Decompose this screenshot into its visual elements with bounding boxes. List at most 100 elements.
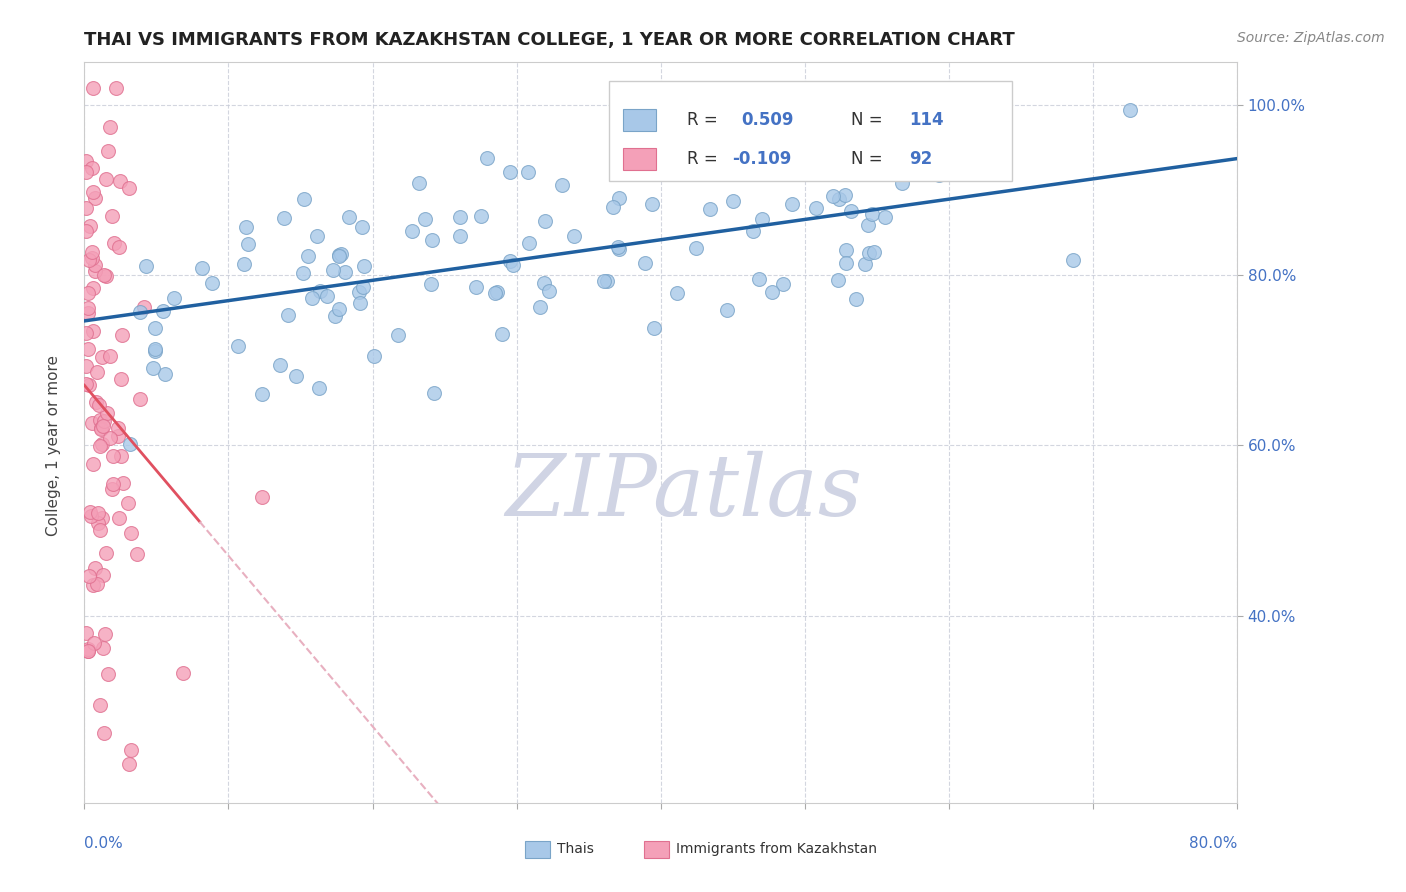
Point [387, 328, 409, 343]
Point [770, 152, 793, 166]
Point [413, 211, 436, 226]
Point [835, 243, 858, 257]
Point [517, 165, 540, 179]
Point [103, 235, 125, 250]
Point [828, 192, 851, 206]
Point [845, 293, 868, 307]
Point [551, 178, 574, 192]
Point [98, 120, 121, 134]
Point [308, 284, 330, 298]
Point [98, 350, 121, 364]
Point [721, 194, 744, 209]
Point [685, 241, 707, 255]
Point [839, 122, 862, 136]
Point [337, 210, 360, 224]
Point [323, 309, 346, 323]
Point [408, 176, 430, 190]
Point [75, 376, 97, 391]
Point [353, 260, 375, 274]
Point [112, 475, 135, 490]
Point [120, 743, 142, 757]
Point [134, 301, 156, 315]
Point [716, 303, 738, 318]
Point [80, 161, 103, 176]
Point [108, 174, 131, 188]
Point [593, 274, 616, 288]
Point [250, 387, 273, 401]
Point [804, 201, 827, 215]
Point [363, 349, 385, 363]
Point [142, 361, 165, 376]
Point [128, 392, 150, 406]
Point [328, 249, 350, 263]
Point [93, 726, 115, 740]
Point [82, 252, 104, 266]
Point [77, 378, 100, 392]
Point [322, 263, 344, 277]
Point [89, 698, 111, 712]
Point [780, 197, 803, 211]
Point [328, 301, 350, 316]
Text: THAI VS IMMIGRANTS FROM KAZAKHSTAN COLLEGE, 1 YEAR OR MORE CORRELATION CHART: THAI VS IMMIGRANTS FROM KAZAKHSTAN COLLE… [84, 31, 1015, 49]
Point [1062, 253, 1084, 268]
Point [82, 81, 104, 95]
Point [201, 277, 224, 291]
Point [491, 327, 513, 342]
Text: ZIPatlas: ZIPatlas [505, 450, 862, 533]
Point [297, 249, 319, 263]
Point [292, 192, 315, 206]
Point [602, 200, 624, 214]
Point [284, 369, 307, 384]
Point [79, 219, 101, 233]
Point [475, 151, 498, 165]
Text: N =: N = [851, 112, 883, 129]
Point [110, 372, 132, 386]
Point [607, 239, 630, 253]
Point [87, 398, 110, 412]
Point [96, 546, 118, 560]
Point [75, 154, 97, 169]
Text: College, 1 year or more: College, 1 year or more [46, 356, 60, 536]
Point [75, 201, 97, 215]
Point [269, 358, 291, 372]
Point [661, 161, 683, 175]
Point [748, 271, 770, 285]
Point [90, 436, 112, 450]
Point [82, 281, 104, 295]
Point [84, 191, 107, 205]
Point [83, 258, 105, 272]
Point [90, 421, 112, 435]
Point [91, 641, 114, 656]
Point [761, 285, 783, 300]
Point [107, 421, 129, 435]
Point [236, 237, 259, 252]
Point [595, 274, 617, 288]
FancyBboxPatch shape [644, 841, 669, 857]
Point [858, 246, 880, 260]
Point [273, 211, 295, 225]
Point [744, 143, 766, 157]
Point [143, 344, 166, 359]
Point [616, 132, 638, 146]
Text: 80.0%: 80.0% [1189, 836, 1237, 851]
Point [143, 342, 166, 356]
Point [104, 81, 127, 95]
Text: R =: R = [688, 150, 718, 168]
Point [80, 508, 103, 523]
Point [87, 516, 110, 530]
Point [890, 176, 912, 190]
Point [94, 626, 117, 640]
Point [609, 242, 631, 256]
Point [152, 304, 174, 318]
Point [301, 291, 323, 305]
Point [499, 253, 522, 268]
FancyBboxPatch shape [623, 147, 655, 169]
Point [118, 757, 141, 772]
FancyBboxPatch shape [623, 109, 655, 131]
Point [347, 285, 370, 300]
Point [96, 406, 118, 420]
Point [82, 324, 104, 338]
Point [751, 211, 773, 226]
Point [172, 665, 194, 680]
Point [79, 505, 101, 519]
